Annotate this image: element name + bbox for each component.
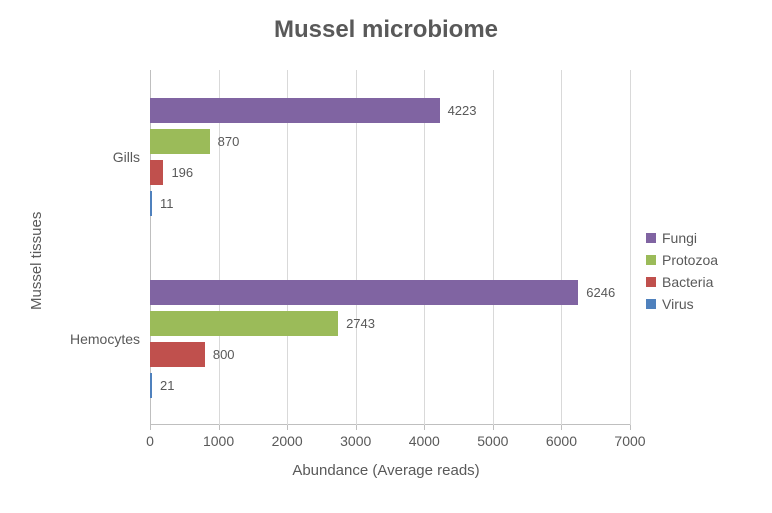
bar bbox=[150, 373, 152, 398]
bar-value-label: 21 bbox=[160, 378, 174, 393]
category-label: Hemocytes bbox=[54, 331, 140, 347]
gridline bbox=[630, 70, 631, 425]
gridline bbox=[561, 70, 562, 425]
legend-item: Protozoa bbox=[646, 252, 718, 268]
category-label: Gills bbox=[54, 149, 140, 165]
x-tick-label: 6000 bbox=[546, 433, 577, 449]
x-tick bbox=[630, 425, 631, 430]
legend: Fungi Protozoa Bacteria Virus bbox=[646, 230, 718, 318]
legend-item: Bacteria bbox=[646, 274, 718, 290]
x-tick-label: 2000 bbox=[272, 433, 303, 449]
bar-value-label: 4223 bbox=[448, 103, 477, 118]
bar bbox=[150, 280, 578, 305]
bar-value-label: 2743 bbox=[346, 316, 375, 331]
x-tick-label: 7000 bbox=[614, 433, 645, 449]
x-tick-label: 3000 bbox=[340, 433, 371, 449]
x-tick bbox=[219, 425, 220, 430]
x-tick-label: 0 bbox=[146, 433, 154, 449]
gridline bbox=[287, 70, 288, 425]
bar bbox=[150, 311, 338, 336]
bar bbox=[150, 129, 210, 154]
x-tick-label: 4000 bbox=[409, 433, 440, 449]
x-tick bbox=[356, 425, 357, 430]
legend-swatch bbox=[646, 299, 656, 309]
y-axis-label: Mussel tissues bbox=[28, 212, 45, 310]
bar-value-label: 11 bbox=[160, 196, 174, 211]
legend-swatch bbox=[646, 233, 656, 243]
bar-value-label: 6246 bbox=[586, 285, 615, 300]
x-axis-line bbox=[150, 424, 630, 425]
legend-item: Fungi bbox=[646, 230, 718, 246]
gridline bbox=[493, 70, 494, 425]
bar bbox=[150, 98, 440, 123]
legend-label: Protozoa bbox=[662, 252, 718, 268]
plot-area: 4223 870 196 11 6246 2743 800 21 bbox=[150, 70, 630, 425]
legend-swatch bbox=[646, 277, 656, 287]
x-axis-label: Abundance (Average reads) bbox=[0, 462, 772, 479]
legend-item: Virus bbox=[646, 296, 718, 312]
x-tick-label: 5000 bbox=[477, 433, 508, 449]
x-tick bbox=[561, 425, 562, 430]
bar bbox=[150, 191, 152, 216]
legend-swatch bbox=[646, 255, 656, 265]
bar bbox=[150, 342, 205, 367]
legend-label: Fungi bbox=[662, 230, 697, 246]
x-tick bbox=[493, 425, 494, 430]
bar-value-label: 870 bbox=[218, 134, 240, 149]
x-tick-label: 1000 bbox=[203, 433, 234, 449]
legend-label: Bacteria bbox=[662, 274, 713, 290]
bar-value-label: 800 bbox=[213, 347, 235, 362]
legend-label: Virus bbox=[662, 296, 694, 312]
chart-container: Mussel microbiome Mussel tissues 4223 870… bbox=[0, 0, 772, 513]
gridline bbox=[424, 70, 425, 425]
bar bbox=[150, 160, 163, 185]
bar-value-label: 196 bbox=[171, 165, 193, 180]
chart-title: Mussel microbiome bbox=[0, 16, 772, 44]
x-tick bbox=[424, 425, 425, 430]
gridline bbox=[356, 70, 357, 425]
x-tick bbox=[287, 425, 288, 430]
x-tick bbox=[150, 425, 151, 430]
gridline bbox=[219, 70, 220, 425]
